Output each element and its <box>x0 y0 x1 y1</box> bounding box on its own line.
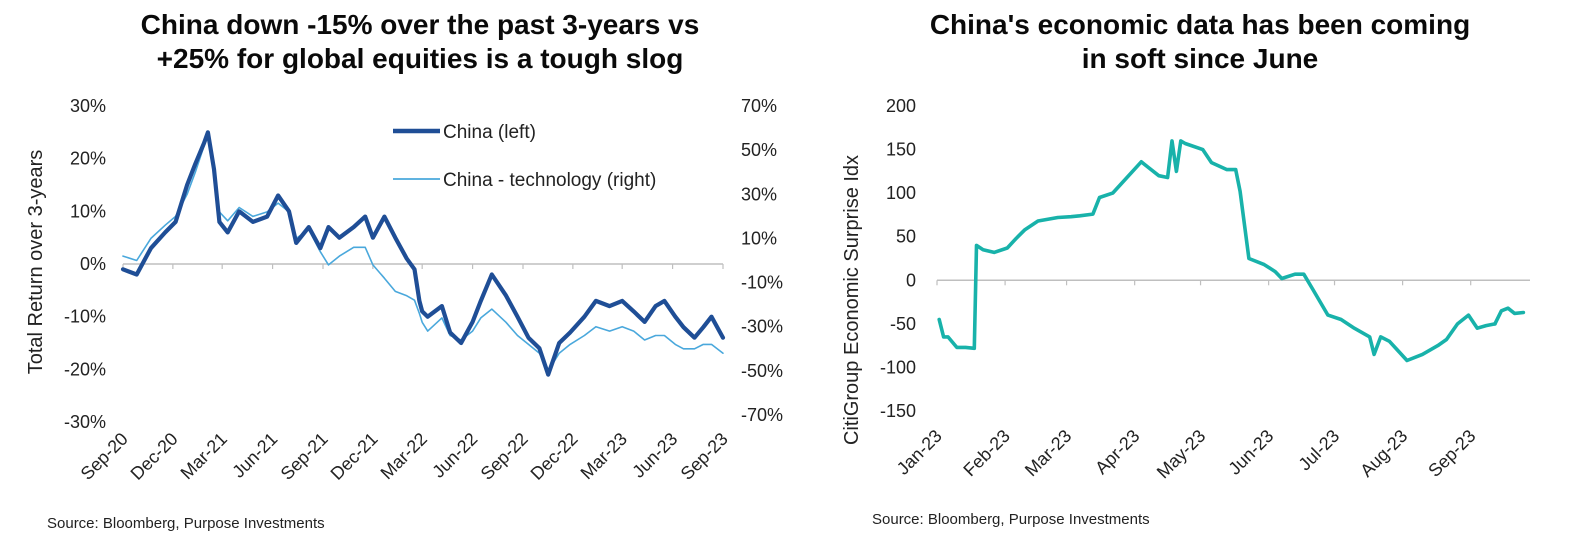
left-y-tick-label: -30% <box>64 412 106 432</box>
right-y-tick-label: -50 <box>890 314 916 334</box>
right-axis-tick-label: 70% <box>741 96 777 116</box>
left-x-tick-label: Dec-21 <box>327 429 382 484</box>
right-axis-tick-label: -70% <box>741 405 783 425</box>
right-y-axis-label: CitiGroup Economic Surprise Idx <box>841 155 863 445</box>
left-x-tick-label: Sep-23 <box>677 429 732 484</box>
right-y-tick-label: 100 <box>886 183 916 203</box>
left-y-tick-label: -10% <box>64 307 106 327</box>
left-x-tick-label: Jun-21 <box>228 429 281 482</box>
left-y-tick-label: 20% <box>70 149 106 169</box>
right-y-tick-label: -150 <box>880 401 916 421</box>
legend-label-technology: China - technology (right) <box>443 170 656 191</box>
left-x-tick-label: Sep-21 <box>277 429 332 484</box>
right-axis-tick-label: 10% <box>741 228 777 248</box>
right-y-tick-label: 200 <box>886 96 916 116</box>
right-x-tick-label: Feb-23 <box>959 426 1013 480</box>
right-x-tick-label: Mar-23 <box>1021 426 1075 480</box>
left-y-tick-label: 30% <box>70 96 106 116</box>
left-y-tick-label: 10% <box>70 201 106 221</box>
right-axis-tick-label: -10% <box>741 273 783 293</box>
legend-label-china: China (left) <box>443 122 536 143</box>
left-x-tick-label: Dec-20 <box>127 429 182 484</box>
right-y-tick-label: -100 <box>880 357 916 377</box>
right-x-tick-label: Jun-23 <box>1224 426 1277 479</box>
left-x-tick-label: Mar-21 <box>177 429 231 483</box>
right-y-tick-label: 50 <box>896 227 916 247</box>
right-x-tick-label: Apr-23 <box>1091 426 1143 478</box>
right-x-tick-label: Aug-23 <box>1356 426 1411 481</box>
left-x-tick-label: Mar-23 <box>577 429 631 483</box>
right-axis-tick-label: -50% <box>741 361 783 381</box>
right-x-tick-label: Sep-23 <box>1424 426 1479 481</box>
left-source-note: Source: Bloomberg, Purpose Investments <box>47 515 325 532</box>
right-x-tick-label: May-23 <box>1153 426 1210 483</box>
citigroup-surprise-index-line <box>1493 306 1526 326</box>
right-title-line-1: China's economic data has been coming <box>929 9 1471 40</box>
left-x-tick-label: Jun-22 <box>428 429 481 482</box>
china-line <box>120 130 726 377</box>
right-x-tick-label: Jan-23 <box>893 426 946 479</box>
left-x-tick-label: Dec-22 <box>527 429 582 484</box>
left-title-line-1: China down -15% over the past 3-years vs <box>140 9 700 40</box>
left-x-tick-label: Mar-22 <box>377 429 431 483</box>
left-chart-panel: China down -15% over the past 3-years vs… <box>0 0 783 538</box>
left-title-line-2: +25% for global equities is a tough slog <box>156 43 684 74</box>
citigroup-surprise-index-line <box>937 139 1497 363</box>
right-x-tick-label: Jul-23 <box>1295 426 1344 475</box>
left-x-tick-label: Sep-20 <box>77 429 132 484</box>
left-y-tick-label: -20% <box>64 359 106 379</box>
right-source-note: Source: Bloomberg, Purpose Investments <box>872 511 1150 528</box>
left-y-tick-label: 0% <box>80 254 106 274</box>
right-chart-title: China's economic data has been coming in… <box>790 8 1578 76</box>
right-y-tick-label: 150 <box>886 140 916 160</box>
right-axis-tick-label: 30% <box>741 184 777 204</box>
right-title-line-2: in soft since June <box>1081 43 1319 74</box>
right-axis-tick-label: -30% <box>741 317 783 337</box>
left-line-chart: Sep-20Dec-20Mar-21Jun-21Sep-21Dec-21Mar-… <box>25 96 783 484</box>
left-x-tick-label: Sep-22 <box>477 429 532 484</box>
right-y-tick-label: 0 <box>906 270 916 290</box>
right-axis-tick-label: 50% <box>741 140 777 160</box>
left-chart-title: China down -15% over the past 3-years vs… <box>0 8 840 76</box>
right-chart-panel: China's economic data has been coming in… <box>790 0 1578 538</box>
left-x-tick-label: Jun-23 <box>628 429 681 482</box>
right-line-chart: Jan-23 Feb-23 Mar-23 Apr-23 May-23 Jun-23 Jul-… <box>841 96 1530 483</box>
left-y-axis-label: Total Return over 3-years <box>25 150 47 375</box>
